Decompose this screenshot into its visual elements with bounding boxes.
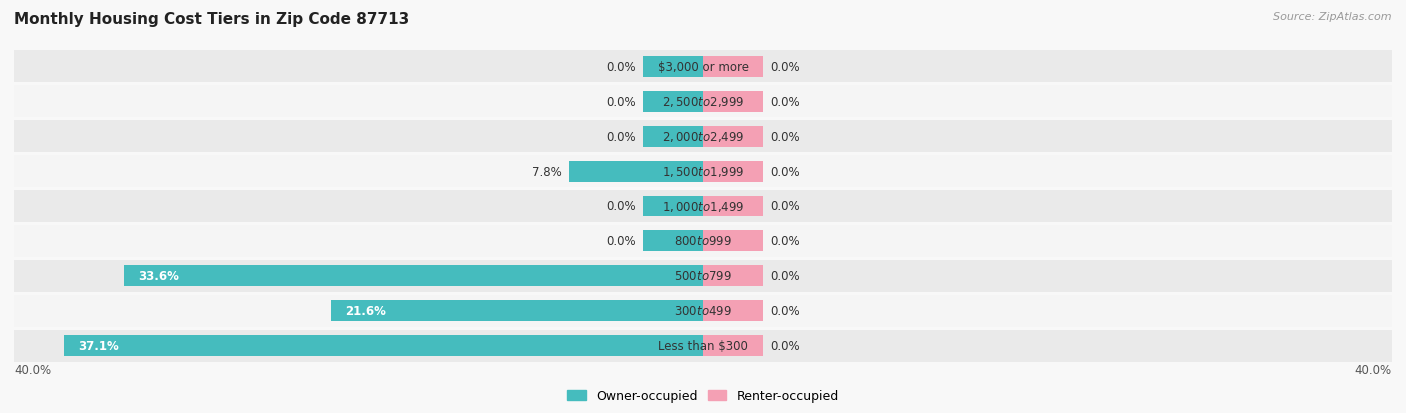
Bar xyxy=(14,225,1392,257)
Text: 0.0%: 0.0% xyxy=(770,270,800,283)
Text: 0.0%: 0.0% xyxy=(606,95,636,108)
Text: Source: ZipAtlas.com: Source: ZipAtlas.com xyxy=(1274,12,1392,22)
Bar xyxy=(14,86,1392,118)
Text: $1,000 to $1,499: $1,000 to $1,499 xyxy=(662,199,744,214)
Text: 7.8%: 7.8% xyxy=(531,165,562,178)
Text: 21.6%: 21.6% xyxy=(344,305,385,318)
Text: 0.0%: 0.0% xyxy=(606,200,636,213)
Bar xyxy=(643,57,703,78)
Bar xyxy=(703,196,763,217)
Text: $2,500 to $2,999: $2,500 to $2,999 xyxy=(662,95,744,109)
Bar xyxy=(14,190,1392,223)
Bar xyxy=(14,156,1392,188)
Bar xyxy=(703,57,763,78)
Text: 0.0%: 0.0% xyxy=(606,130,636,143)
Text: 0.0%: 0.0% xyxy=(606,61,636,74)
Bar xyxy=(703,126,763,147)
Bar xyxy=(14,121,1392,153)
Text: Monthly Housing Cost Tiers in Zip Code 87713: Monthly Housing Cost Tiers in Zip Code 8… xyxy=(14,12,409,27)
Legend: Owner-occupied, Renter-occupied: Owner-occupied, Renter-occupied xyxy=(562,385,844,408)
Bar xyxy=(124,266,703,287)
Text: 0.0%: 0.0% xyxy=(770,165,800,178)
Text: $300 to $499: $300 to $499 xyxy=(673,305,733,318)
Text: 40.0%: 40.0% xyxy=(14,363,51,376)
Text: $2,000 to $2,499: $2,000 to $2,499 xyxy=(662,130,744,144)
Bar xyxy=(703,301,763,322)
Text: 0.0%: 0.0% xyxy=(770,339,800,352)
Bar xyxy=(65,335,703,356)
Bar xyxy=(703,161,763,182)
Text: 0.0%: 0.0% xyxy=(770,235,800,248)
Bar xyxy=(14,260,1392,292)
Text: $800 to $999: $800 to $999 xyxy=(673,235,733,248)
Bar xyxy=(703,91,763,112)
Bar xyxy=(643,126,703,147)
Bar xyxy=(14,51,1392,83)
Text: 0.0%: 0.0% xyxy=(770,130,800,143)
Text: 37.1%: 37.1% xyxy=(77,339,118,352)
Text: 0.0%: 0.0% xyxy=(770,95,800,108)
Bar xyxy=(14,295,1392,327)
Text: $1,500 to $1,999: $1,500 to $1,999 xyxy=(662,165,744,178)
Bar xyxy=(643,196,703,217)
Bar xyxy=(643,231,703,252)
Text: 0.0%: 0.0% xyxy=(606,235,636,248)
Text: 0.0%: 0.0% xyxy=(770,61,800,74)
Text: 0.0%: 0.0% xyxy=(770,200,800,213)
Bar xyxy=(330,301,703,322)
Text: 33.6%: 33.6% xyxy=(138,270,179,283)
Text: $3,000 or more: $3,000 or more xyxy=(658,61,748,74)
Text: $500 to $799: $500 to $799 xyxy=(673,270,733,283)
Bar xyxy=(703,335,763,356)
Bar xyxy=(14,330,1392,362)
Text: Less than $300: Less than $300 xyxy=(658,339,748,352)
Text: 0.0%: 0.0% xyxy=(770,305,800,318)
Bar xyxy=(703,266,763,287)
Bar xyxy=(568,161,703,182)
Text: 40.0%: 40.0% xyxy=(1355,363,1392,376)
Bar xyxy=(643,91,703,112)
Bar xyxy=(703,231,763,252)
